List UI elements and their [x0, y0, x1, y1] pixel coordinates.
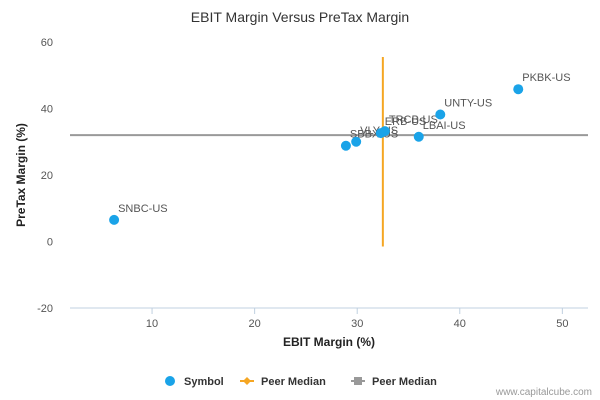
legend-symbol-marker [165, 376, 175, 386]
x-axis-label: EBIT Margin (%) [283, 335, 375, 349]
legend-label: Peer Median [372, 376, 437, 388]
point-trcb-us [379, 126, 390, 137]
legend-label: Symbol [184, 376, 224, 388]
point-label: LBAI-US [423, 120, 466, 132]
peer-median-lines [70, 56, 588, 247]
x-tick-label: 40 [454, 318, 466, 330]
y-tick-label: 60 [41, 37, 53, 49]
legend-median-x-marker [243, 377, 251, 385]
y-tick-label: 0 [47, 237, 53, 249]
point-unty-us [435, 109, 446, 120]
point-pkbk-us [513, 84, 524, 95]
credit-text: www.capitalcube.com [495, 387, 592, 398]
point-snbc-us [109, 214, 120, 225]
point-label: UNTY-US [444, 97, 492, 109]
point-label: TRCB-US [389, 114, 438, 126]
legend-median-y-marker [354, 377, 362, 385]
point-vly-us [351, 136, 362, 147]
y-tick-label: -20 [37, 303, 53, 315]
point-lbai-us [413, 131, 424, 142]
y-tick-label: 20 [41, 170, 53, 182]
legend: Symbol Peer Median Peer Median [165, 376, 437, 388]
point-label: PKBK-US [522, 72, 570, 84]
legend-label: Peer Median [261, 376, 326, 388]
point-sbbx-us [340, 140, 351, 151]
y-tick-label: 40 [41, 104, 53, 116]
data-points: SNBC-USSBBX-USVLY-USERB-USTRCB-USLBAI-US… [109, 72, 571, 225]
chart-title: EBIT Margin Versus PreTax Margin [191, 9, 409, 25]
y-axis-label: PreTax Margin (%) [14, 123, 28, 227]
x-tick-label: 30 [351, 318, 363, 330]
point-label: SNBC-US [118, 203, 168, 215]
x-tick-label: 10 [146, 318, 158, 330]
x-tick-label: 20 [249, 318, 261, 330]
x-tick-label: 50 [556, 318, 568, 330]
tick-labels: 10 20 30 40 50 -20 0 20 40 60 [37, 37, 568, 330]
point-label: ERB-US [385, 116, 427, 128]
